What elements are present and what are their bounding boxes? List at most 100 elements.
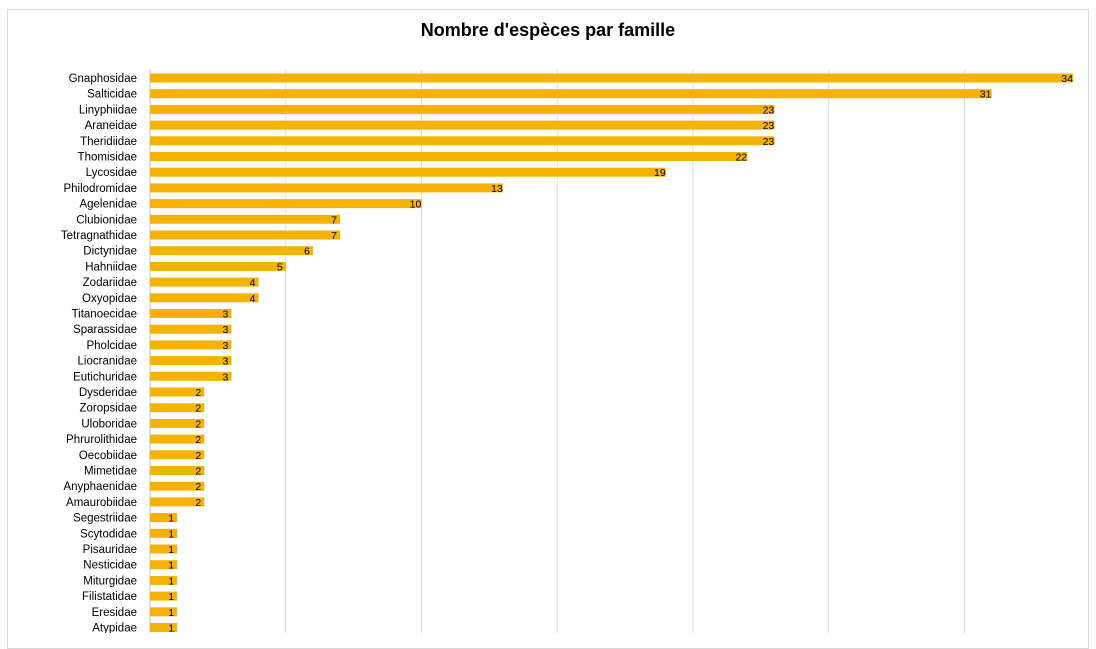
value-label: 3 xyxy=(223,371,229,383)
bar-oxyopidae xyxy=(150,293,259,303)
category-label: Linyphiidae xyxy=(79,104,137,116)
value-label: 2 xyxy=(195,497,201,509)
category-label: Dysderidae xyxy=(79,387,137,399)
category-label: Filistatidae xyxy=(82,591,137,603)
value-label: 1 xyxy=(168,544,174,556)
bar-chart: Gnaphosidae Salticidae Linyphiidae Araneida… xyxy=(61,70,1074,633)
bar-pholcidae xyxy=(150,340,232,350)
category-label: Atypidae xyxy=(92,623,137,634)
chart-title: Nombre d'espèces par famille xyxy=(420,20,676,40)
category-label: Lycosidae xyxy=(86,167,137,179)
bar-lycosidae xyxy=(150,167,666,177)
value-label: 3 xyxy=(223,324,229,336)
category-label: Philodromidae xyxy=(63,183,137,195)
category-label: Amaurobiidae xyxy=(66,497,137,509)
category-label: Pisauridae xyxy=(83,544,137,556)
bar-sparassidae xyxy=(150,324,232,334)
category-label: Zodariidae xyxy=(83,277,137,289)
category-label: Pholcidae xyxy=(86,340,137,352)
category-label: Titanoecidae xyxy=(72,309,137,321)
value-label: 2 xyxy=(195,466,201,478)
category-label: Uloboridae xyxy=(81,418,137,430)
bar-scytodidae xyxy=(150,528,178,538)
value-label: 4 xyxy=(250,277,256,289)
category-label: Nesticidae xyxy=(83,560,137,572)
bar-amaurobiidae xyxy=(150,497,205,507)
category-label: Miturgidae xyxy=(83,575,137,587)
value-label: 1 xyxy=(168,591,174,603)
value-label: 1 xyxy=(168,513,174,525)
category-label: Tetragnathidae xyxy=(61,230,137,242)
category-label: Eutichuridae xyxy=(73,371,137,383)
bar-dysderidae xyxy=(150,387,205,397)
category-label: Dictynidae xyxy=(83,246,137,258)
category-label: Gnaphosidae xyxy=(69,73,137,85)
category-label: Zoropsidae xyxy=(79,403,137,415)
bar-liocranidae xyxy=(150,356,232,366)
value-label: 4 xyxy=(250,293,256,305)
category-label: Segestriidae xyxy=(73,513,137,525)
value-label: 2 xyxy=(195,418,201,430)
gridlines xyxy=(149,70,965,633)
bar-tetragnathidae xyxy=(150,230,341,240)
bar-zodariidae xyxy=(150,277,259,287)
bar-agelenidae xyxy=(150,199,422,209)
category-label: Agelenidae xyxy=(79,199,137,211)
value-label: 2 xyxy=(195,434,201,446)
category-label: Phrurolithidae xyxy=(66,434,137,446)
bar-eutichuridae xyxy=(150,371,232,381)
bar-atypidae xyxy=(150,623,178,632)
bar-phrurolithidae xyxy=(150,434,205,444)
category-label: Hahniidae xyxy=(85,261,137,273)
category-label: Sparassidae xyxy=(73,324,137,336)
value-label: 2 xyxy=(195,387,201,399)
bar-zoropsidae xyxy=(150,403,205,413)
bars xyxy=(150,73,1074,632)
value-label: 7 xyxy=(331,214,337,226)
bar-hahniidae xyxy=(150,261,286,271)
value-label: 3 xyxy=(223,340,229,352)
value-label: 3 xyxy=(223,356,229,368)
bar-uloboridae xyxy=(150,418,205,428)
bar-filistatidae xyxy=(150,591,178,601)
bar-segestriidae xyxy=(150,513,178,523)
category-label: Eresidae xyxy=(92,607,137,619)
bar-miturgidae xyxy=(150,575,178,585)
value-label: 23 xyxy=(763,136,775,148)
value-label: 10 xyxy=(410,199,422,211)
bar-pisauridae xyxy=(150,544,178,554)
value-label: 23 xyxy=(763,104,775,116)
bar-titanoecidae xyxy=(150,309,232,318)
value-label: 1 xyxy=(168,607,174,619)
value-label: 1 xyxy=(168,623,174,634)
value-label: 2 xyxy=(195,481,201,493)
value-labels: 3431232323221913107765443333322222222111… xyxy=(168,73,1073,633)
category-label: Salticidae xyxy=(87,89,137,101)
category-label: Scytodidae xyxy=(80,528,137,540)
bar-gnaphosidae xyxy=(150,73,1074,83)
value-label: 1 xyxy=(168,528,174,540)
category-label: Oecobiidae xyxy=(79,450,137,462)
category-labels: Gnaphosidae Salticidae Linyphiidae Araneida… xyxy=(61,73,137,633)
bar-araneidae xyxy=(150,120,775,130)
value-label: 23 xyxy=(763,120,775,132)
value-label: 2 xyxy=(195,403,201,415)
bar-thomisidae xyxy=(150,152,748,161)
category-label: Anyphaenidae xyxy=(63,481,137,493)
bar-theridiidae xyxy=(150,136,775,146)
bar-anyphaenidae xyxy=(150,481,205,491)
category-label: Clubionidae xyxy=(76,214,137,226)
bar-eresidae xyxy=(150,607,178,617)
value-label: 7 xyxy=(331,230,337,242)
value-label: 6 xyxy=(304,246,310,258)
category-label: Liocranidae xyxy=(78,356,137,368)
value-label: 2 xyxy=(195,450,201,462)
category-label: Araneidae xyxy=(85,120,137,132)
bar-linyphiidae xyxy=(150,104,775,114)
bar-nesticidae xyxy=(150,560,178,570)
bar-mimetidae xyxy=(150,466,205,475)
value-label: 13 xyxy=(491,183,503,195)
value-label: 1 xyxy=(168,575,174,587)
value-label: 19 xyxy=(654,167,666,179)
bar-philodromidae xyxy=(150,183,503,193)
